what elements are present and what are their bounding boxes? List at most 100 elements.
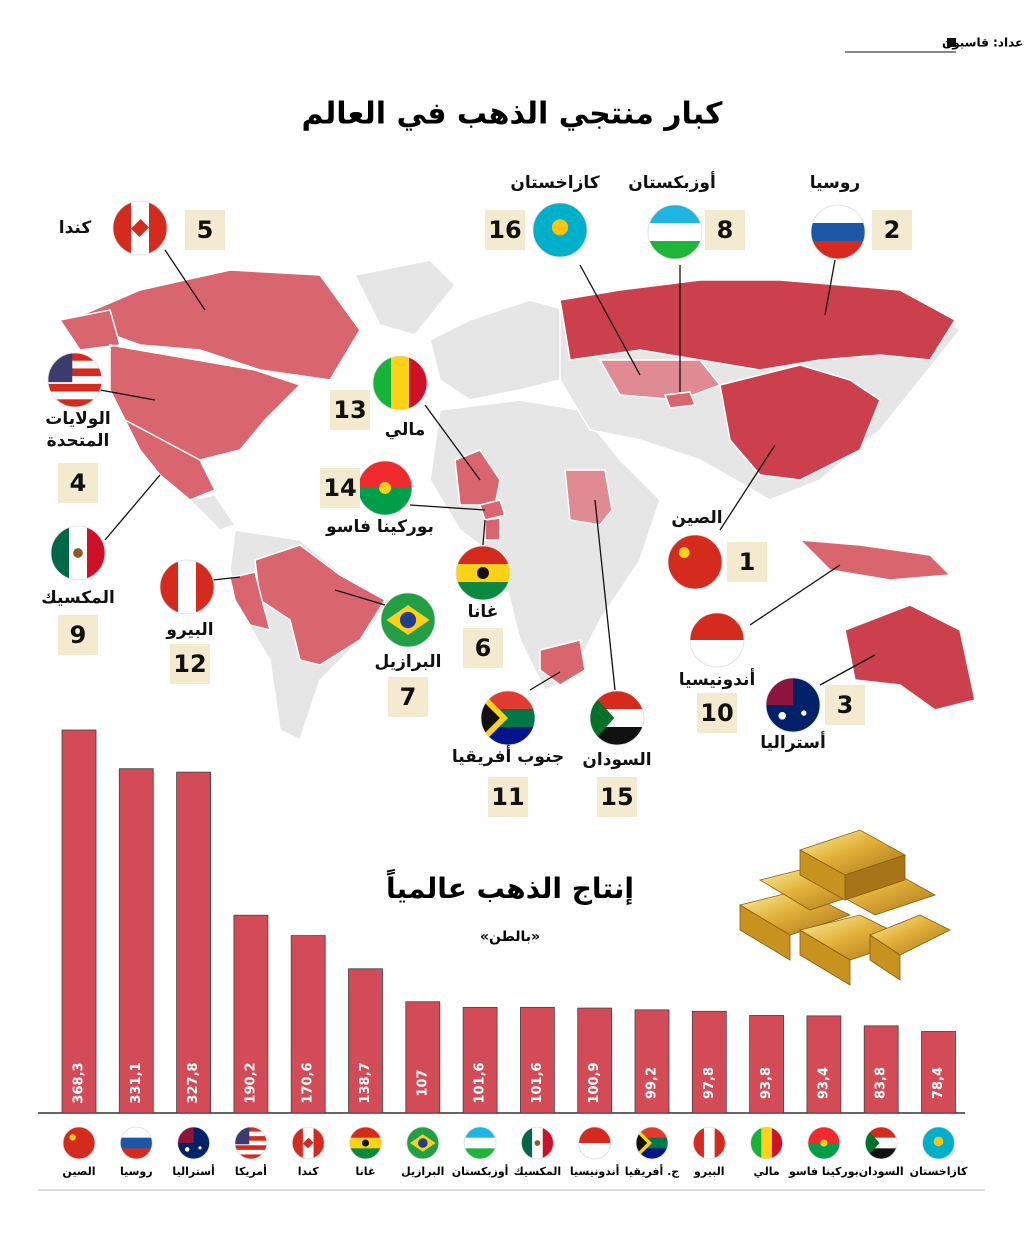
country-indonesia [798, 539, 952, 581]
connector [164, 249, 206, 311]
chart-subtitle: «بالطن» [480, 929, 540, 945]
flag [811, 205, 865, 259]
connector [424, 404, 481, 481]
x-tick-label: ج. أفريقيا [625, 1164, 679, 1179]
flag-stripe [48, 399, 102, 407]
flag-stripe [590, 691, 644, 710]
flag-stripe [234, 1145, 267, 1151]
country-burkina [479, 499, 506, 521]
world-map [58, 259, 976, 742]
value-label: 78,4 [931, 1067, 946, 1099]
x-tick-label: روسيا [120, 1165, 153, 1178]
flag-globe [418, 1138, 428, 1148]
flag-edge [667, 534, 723, 590]
flag-stripe [234, 1131, 267, 1137]
country-brazil [254, 544, 387, 666]
flag-stripe [464, 1137, 497, 1149]
flag-edge [864, 1126, 898, 1160]
flag-edge [349, 1126, 382, 1160]
bar [405, 1001, 441, 1114]
flag [865, 1127, 898, 1159]
bar [749, 1015, 784, 1114]
flag-edge [922, 1126, 955, 1160]
flag-stripe [771, 1127, 783, 1159]
country-label: غانا [467, 602, 499, 622]
flag-stripe [456, 582, 510, 600]
flag-stripe [349, 1127, 382, 1139]
value-label: 107 [415, 1069, 430, 1096]
flag-stripe [865, 1148, 898, 1159]
connector [334, 589, 386, 606]
gold-bar [799, 929, 851, 986]
flag-stripe [234, 1127, 267, 1133]
flag-globe [399, 611, 417, 629]
x-tick-label: السودان [859, 1165, 904, 1178]
chart-title: إنتاج الذهب عالمياً [386, 868, 634, 906]
flag-triangle [865, 1127, 880, 1159]
flag-stripe [811, 241, 865, 259]
flag-stripe [373, 356, 392, 410]
flag [590, 691, 644, 745]
flag [51, 526, 105, 580]
flag-edge [765, 677, 821, 733]
flag-edge [62, 1126, 96, 1160]
rank-box: 4 [58, 463, 98, 503]
country-russia [559, 279, 957, 371]
flag [668, 535, 722, 589]
flag-stripe [149, 201, 167, 255]
flag-edge [578, 1126, 612, 1160]
flag-stripe [63, 1127, 95, 1159]
flag-stripe [113, 201, 132, 255]
gold-bar [844, 854, 906, 901]
gold-bar [869, 934, 901, 981]
bar [634, 1009, 670, 1114]
value-label: 101,6 [473, 1062, 488, 1103]
flag-stripe [690, 640, 744, 667]
country-label: أندونيسيا [678, 670, 756, 690]
flag-stripe [668, 535, 722, 589]
country-label: روسيا [809, 173, 861, 193]
value-label: 100,9 [587, 1062, 602, 1103]
flag-stripe [807, 1127, 840, 1144]
rank-box: 5 [185, 210, 225, 250]
flag-stripe [48, 360, 102, 369]
flag-edge [112, 200, 168, 256]
flag [578, 1127, 611, 1159]
connector [529, 671, 561, 691]
x-tick-label: أمريكا [235, 1164, 267, 1178]
flag-stripe [693, 1127, 705, 1159]
x-tick-label: أستراليا [172, 1164, 214, 1178]
x-tick-label: كازاخستان [910, 1165, 968, 1178]
connector [579, 264, 641, 376]
flag [120, 1127, 153, 1159]
flag-stripe [811, 223, 865, 242]
x-tick-label: مالي [753, 1165, 779, 1178]
flag-star [678, 547, 690, 558]
connector [99, 389, 156, 401]
flag [922, 1127, 955, 1159]
flag-star [361, 1139, 370, 1147]
rank-box: 1 [727, 542, 767, 582]
country-peru [229, 571, 272, 632]
flag-stripe [578, 1143, 611, 1159]
country-canada [67, 269, 361, 381]
x-tick-label: البيرو [693, 1165, 725, 1178]
flag-stripe [750, 1127, 762, 1159]
flag-chevron [481, 699, 500, 737]
flag-stripe [636, 1127, 668, 1139]
flag-stripe [120, 1127, 153, 1139]
flag-stripe [234, 1154, 267, 1159]
flag-edge [807, 1126, 841, 1160]
country-label: المكسيك [41, 588, 115, 608]
connector [212, 576, 241, 581]
value-label: 99,2 [645, 1067, 660, 1099]
flag [481, 691, 535, 745]
bar [118, 768, 154, 1114]
country-kazakhstan [598, 359, 722, 401]
flag-edge [647, 204, 703, 260]
flag-sun [933, 1136, 944, 1147]
value-label: 170,6 [301, 1062, 316, 1103]
flag-star [379, 482, 391, 494]
flag-star [801, 710, 807, 716]
